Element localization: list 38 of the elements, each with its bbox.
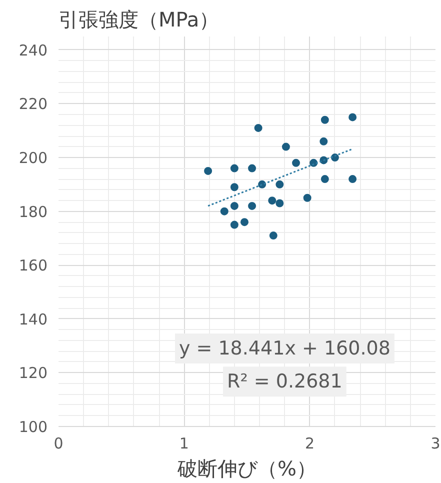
point: [248, 202, 256, 210]
point: [230, 220, 238, 229]
point: [230, 183, 238, 192]
point: [254, 124, 262, 132]
point: [348, 113, 357, 122]
point: [204, 166, 212, 175]
point: [320, 175, 329, 184]
chart-title: 引張強度（MPa）: [58, 8, 220, 32]
point: [292, 158, 300, 167]
point: [303, 194, 312, 202]
point: [240, 218, 248, 226]
point: [230, 164, 238, 172]
y-tick-label: 200: [18, 149, 48, 168]
x-tick-label: 1: [179, 434, 189, 452]
x-tick-label: 3: [430, 434, 440, 452]
point: [348, 175, 357, 184]
y-tick-label: 140: [18, 310, 48, 328]
y-tick-label: 180: [18, 202, 48, 221]
point: [268, 196, 276, 205]
x-tick-label: 0: [54, 434, 64, 452]
point: [320, 137, 328, 146]
y-tick-label: 120: [18, 364, 48, 382]
point: [220, 207, 228, 216]
point: [230, 202, 238, 210]
annotation: y = 18.441x + 160.08: [178, 338, 390, 360]
point: [269, 232, 278, 240]
point: [320, 116, 329, 124]
point: [276, 180, 284, 188]
point: [276, 199, 284, 208]
y-tick-label: 220: [18, 95, 48, 114]
y-tick-label: 100: [18, 418, 48, 436]
x-axis-title: 破断伸び（%）: [176, 456, 317, 480]
x-tick-label: 2: [305, 434, 315, 452]
point: [282, 142, 290, 151]
point: [248, 164, 256, 172]
y-tick-label: 160: [18, 256, 48, 275]
annotation: R² = 0.2681: [227, 370, 342, 393]
y-tick-label: 240: [18, 41, 48, 60]
